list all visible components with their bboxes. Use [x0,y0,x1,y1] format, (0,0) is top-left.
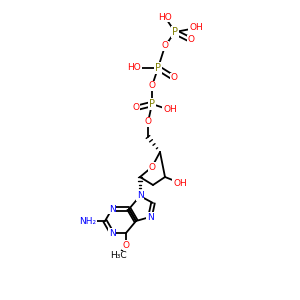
Text: N: N [136,191,143,200]
Text: OH: OH [173,178,187,188]
Text: OH: OH [163,106,177,115]
Text: O: O [161,41,169,50]
Text: N: N [147,212,153,221]
Text: P: P [155,63,161,73]
Text: H₃C: H₃C [110,251,126,260]
Text: O: O [133,103,140,112]
Text: N: N [109,229,116,238]
Text: P: P [172,27,178,37]
Text: HO: HO [127,64,141,73]
Text: P: P [149,99,155,109]
Text: OH: OH [189,23,203,32]
Text: O: O [170,74,178,82]
Text: HO: HO [158,13,172,22]
Text: O: O [122,241,130,250]
Text: O: O [145,118,152,127]
Text: O: O [148,163,155,172]
Text: NH₂: NH₂ [80,217,97,226]
Text: O: O [148,82,155,91]
Text: N: N [109,205,116,214]
Text: O: O [188,35,194,44]
